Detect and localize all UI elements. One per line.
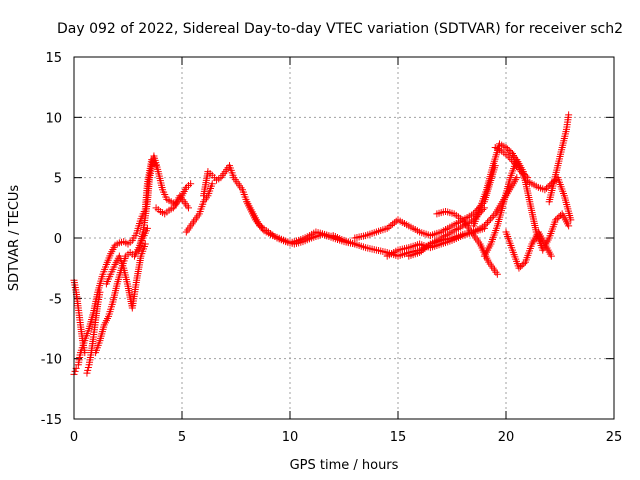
series-arc-b: [70, 276, 89, 357]
data-point-fill: [504, 145, 512, 153]
x-axis-ticks: 0 5 10 15 20 25: [70, 57, 622, 445]
data-point-fill: [505, 147, 513, 155]
x-tick-label: 15: [390, 430, 407, 445]
data-point-fill: [387, 222, 395, 230]
series-arc-h: [182, 180, 216, 236]
series-arc-f: [135, 152, 192, 254]
y-tick-label: -15: [41, 413, 62, 428]
data-point: [184, 204, 192, 212]
data-point: [81, 349, 89, 357]
data-point: [493, 270, 501, 278]
data-point: [552, 216, 560, 224]
data-point: [141, 240, 149, 248]
plot-frame: [73, 56, 615, 420]
series-arc-t: [491, 144, 532, 182]
data-point: [143, 224, 151, 232]
data-point-fill: [390, 219, 398, 227]
data-point: [515, 264, 523, 272]
data-point: [208, 180, 216, 188]
data-point-fill: [507, 148, 515, 156]
series-arc-j: [243, 198, 337, 247]
data-point: [517, 168, 525, 176]
data-point-fill: [507, 156, 515, 164]
y-axis-label: SDTVAR / TECUs: [7, 185, 22, 292]
data-point-fill: [389, 220, 397, 228]
series-arc-c: [83, 288, 104, 377]
data-point-fill: [485, 217, 493, 225]
y-tick-label: 15: [45, 51, 62, 66]
data-point-fill: [71, 367, 79, 375]
data-point-fill: [259, 225, 267, 233]
data-point: [502, 144, 510, 151]
data-point-fill: [483, 218, 491, 226]
y-axis-ticks: -15 -10 -5 0 5 10 15: [41, 51, 614, 428]
data-point-fill: [519, 169, 527, 177]
x-tick-label: 25: [606, 430, 623, 445]
data-point-fill: [421, 244, 429, 252]
data-point-fill: [553, 214, 561, 222]
chart-title: Day 092 of 2022, Sidereal Day-to-day VTE…: [57, 21, 623, 37]
data-point-fill: [544, 183, 552, 191]
data-point-fill: [517, 263, 525, 271]
data-point: [513, 174, 521, 182]
data-points: [70, 111, 575, 378]
data-point-fill: [520, 260, 528, 268]
data-point-fill: [543, 184, 550, 192]
data-point-fill: [506, 154, 514, 162]
data-point: [480, 222, 488, 230]
data-point: [504, 152, 512, 160]
data-point-fill: [555, 213, 563, 221]
data-point-fill: [256, 221, 264, 229]
data-point-fill: [487, 215, 495, 223]
data-point-fill: [417, 247, 425, 255]
y-tick-label: -10: [41, 353, 62, 368]
data-point: [383, 224, 391, 232]
data-point-fill: [385, 223, 393, 231]
data-point: [547, 252, 555, 260]
grid: [74, 57, 614, 419]
y-tick-label: 5: [54, 172, 62, 187]
data-point: [524, 174, 532, 182]
data-point-fill: [425, 241, 433, 249]
series-arc-e: [102, 240, 149, 312]
data-point-fill: [490, 212, 498, 220]
series-arc-r: [502, 228, 555, 272]
data-point-fill: [509, 157, 517, 165]
data-point-fill: [423, 243, 431, 251]
data-point: [565, 222, 573, 230]
y-tick-label: 0: [54, 232, 62, 247]
y-tick-label: 10: [45, 111, 62, 126]
data-point-fill: [488, 213, 496, 221]
data-point-fill: [253, 218, 261, 226]
data-point-fill: [482, 220, 490, 228]
series-arc-i: [200, 162, 359, 248]
data-point: [187, 180, 195, 188]
y-tick-label: -5: [49, 292, 62, 307]
series-arc-s: [545, 111, 573, 206]
data-point-fill: [419, 246, 427, 254]
data-point: [96, 288, 104, 296]
x-tick-label: 20: [498, 430, 515, 445]
data-point-fill: [520, 171, 528, 179]
data-point: [416, 248, 424, 256]
x-tick-label: 10: [282, 430, 299, 445]
series-arc-g: [152, 180, 195, 218]
data-point: [251, 216, 259, 224]
data-point: [565, 111, 573, 119]
data-point-fill: [254, 220, 262, 228]
x-tick-label: 5: [178, 430, 186, 445]
data-point-fill: [518, 261, 526, 269]
x-axis-label: GPS time / hours: [290, 458, 399, 473]
x-tick-label: 0: [70, 430, 78, 445]
data-point-fill: [522, 172, 530, 180]
data-point-fill: [257, 223, 265, 231]
data-point: [541, 186, 549, 194]
